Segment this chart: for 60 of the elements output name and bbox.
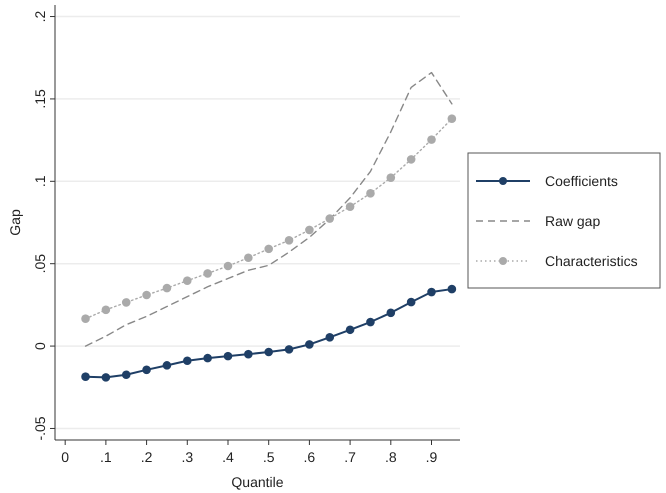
x-tick-label: 0 [61,449,70,465]
y-axis-title: Gap [7,209,23,236]
x-tick-label: .9 [426,449,438,465]
point [142,366,151,374]
point [81,314,90,324]
point [284,236,294,245]
point [406,298,416,306]
x-tick-label: .5 [262,449,275,465]
y-tick-label: -.05 [32,416,48,441]
point [224,262,232,270]
point [182,356,192,366]
y-tick-label: 0 [32,342,48,350]
point [244,253,253,262]
point [325,214,334,223]
point [81,372,90,382]
point [346,202,354,211]
x-axis-title: Quantile [231,474,284,490]
point [366,318,375,326]
point [448,114,456,123]
point [122,370,131,380]
x-tick-label: .2 [140,449,153,465]
x-tick-label: .6 [304,449,316,465]
point [264,244,273,254]
x-tick-label: .4 [222,449,234,465]
point [182,276,192,285]
point [224,352,232,360]
x-tick-label: .7 [344,449,356,465]
point [427,135,436,144]
x-tick-label: .8 [384,449,397,465]
legend-label: Characteristics [545,253,638,269]
point [102,373,110,382]
y-tick-label: .2 [32,10,48,22]
point [305,226,314,234]
y-tick-label: .1 [32,175,48,188]
point [142,290,151,300]
point [122,298,131,307]
y-tick-label: .15 [32,88,48,109]
point [386,308,396,318]
x-tick-label: .3 [181,449,194,465]
legend-label: Raw gap [545,213,600,229]
point [264,348,273,356]
point [305,340,314,349]
point [448,284,456,294]
point [284,345,294,354]
point [346,325,354,334]
point [102,306,110,314]
line-series [84,72,453,347]
point [427,288,436,296]
point [386,173,396,182]
point [406,155,416,164]
x-tick-label: .1 [100,449,112,465]
point [203,269,212,278]
point [244,350,253,358]
point [203,354,212,362]
point [325,333,334,342]
point [162,361,172,370]
point [366,189,375,198]
legend-label: Coefficients [545,173,618,189]
y-tick-label: .05 [32,254,48,274]
point [162,284,172,292]
